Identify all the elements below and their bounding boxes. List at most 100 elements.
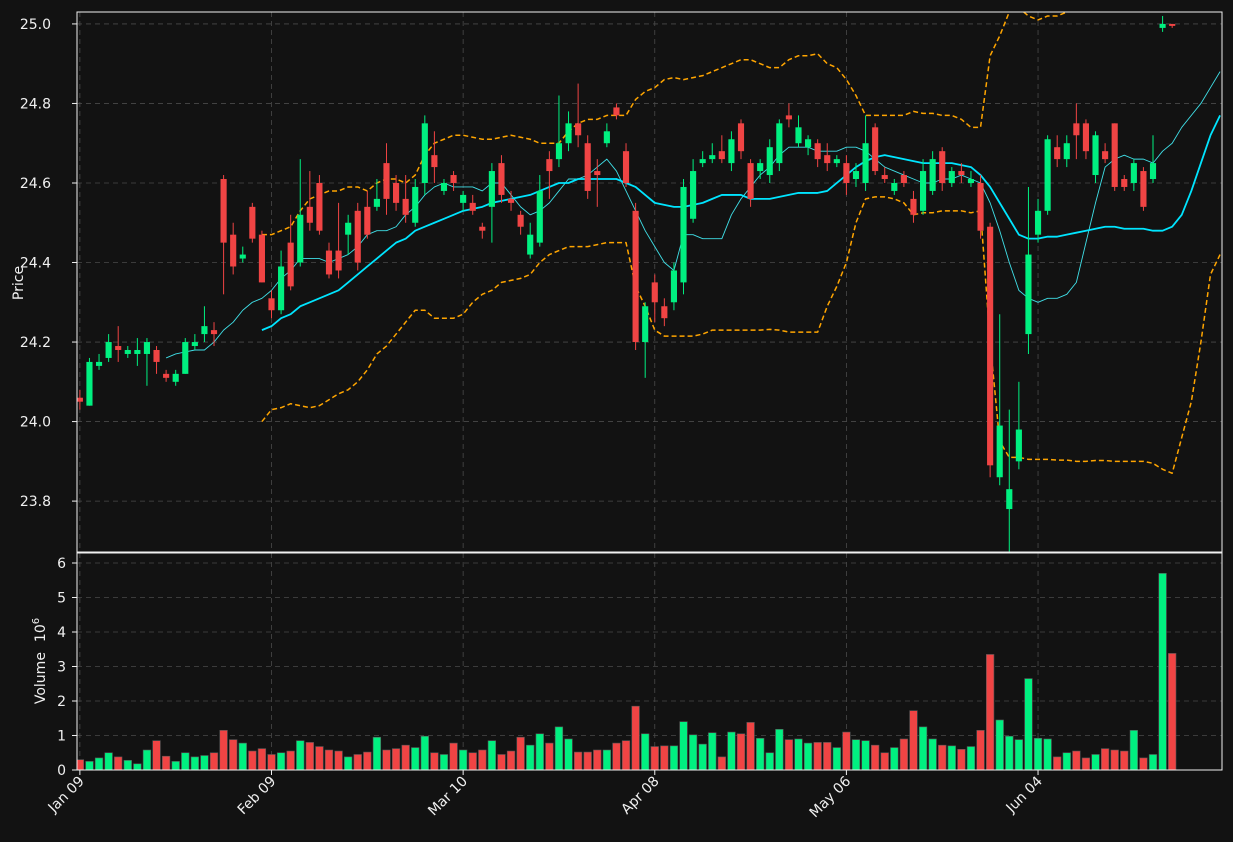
candle-body <box>354 210 361 263</box>
candle-body <box>690 171 697 219</box>
volume-bar <box>363 751 372 770</box>
volume-bar <box>94 757 104 770</box>
volume-bar <box>161 755 171 770</box>
candle-body <box>507 198 515 203</box>
volume-bar <box>526 744 535 770</box>
candle-body <box>230 234 237 267</box>
volume-bar <box>1091 754 1100 770</box>
candle-body <box>335 250 342 271</box>
candle-body <box>728 139 735 164</box>
candle-body <box>1034 210 1042 235</box>
candle-body <box>661 306 668 319</box>
candle-body <box>498 163 505 195</box>
volume-bar <box>411 747 420 770</box>
volume-bar <box>660 745 669 770</box>
candle-body <box>383 163 390 199</box>
candle-body <box>1111 123 1118 187</box>
candle-body <box>249 206 256 239</box>
candle-body <box>967 179 975 183</box>
volume-tick-label: 5 <box>57 591 66 607</box>
candle-body <box>105 342 112 358</box>
volume-tick-label: 0 <box>57 763 66 779</box>
volume-bar <box>420 735 429 770</box>
candle-body <box>987 226 994 466</box>
candle-body <box>393 182 400 203</box>
volume-bar <box>248 750 257 770</box>
candle-body <box>1102 151 1109 160</box>
volume-bar <box>832 747 841 770</box>
volume-bar <box>641 733 650 770</box>
candle-body <box>996 425 1003 478</box>
volume-bar <box>1072 750 1081 770</box>
volume-bar <box>545 742 554 770</box>
candle-body <box>469 202 476 211</box>
price-tick-label: 24.8 <box>20 96 51 112</box>
volume-bar <box>736 733 746 770</box>
volume-bar <box>708 732 717 770</box>
candle-body <box>124 349 131 354</box>
candle-body <box>460 194 467 203</box>
volume-bar <box>679 721 688 770</box>
volume-bar <box>1014 739 1024 770</box>
volume-bar <box>688 734 698 770</box>
price-tick-label: 24.4 <box>20 256 51 272</box>
candle-body <box>709 155 716 160</box>
candle-body <box>939 151 946 183</box>
candle-body <box>737 123 745 152</box>
candle-body <box>1159 23 1166 28</box>
volume-bar <box>909 710 918 770</box>
volume-frame <box>76 552 1223 771</box>
candle-body <box>134 349 141 354</box>
candle-body <box>1006 489 1013 510</box>
candle-body <box>1092 135 1099 176</box>
candle-body <box>239 254 246 259</box>
candle-body <box>517 214 524 227</box>
volume-bar <box>267 754 276 770</box>
candle-body <box>421 123 428 183</box>
volume-bar <box>305 742 314 770</box>
price-frame <box>76 11 1223 553</box>
volume-bar <box>1053 756 1062 770</box>
candle-body <box>325 250 333 275</box>
candle-body <box>402 198 409 215</box>
volume-bar <box>1005 735 1014 770</box>
candle-body <box>843 163 850 183</box>
candle-body <box>776 123 783 164</box>
candle-body <box>622 151 630 183</box>
candle-body <box>182 342 189 374</box>
volume-bar <box>1033 737 1043 770</box>
volume-bar <box>698 743 707 770</box>
volume-bar <box>353 754 362 770</box>
candle-body <box>948 171 955 183</box>
candle-body <box>316 182 323 231</box>
candle-body <box>115 346 122 350</box>
candle-body <box>852 171 860 180</box>
candle-body <box>632 210 639 343</box>
candle-body <box>1073 123 1080 136</box>
indicator-line <box>261 12 1069 236</box>
volume-bar <box>1100 748 1110 770</box>
candle-body <box>1082 123 1090 152</box>
volume-bar <box>669 745 679 770</box>
candle-body <box>747 163 754 199</box>
volume-bar <box>717 756 726 770</box>
candle-body <box>364 206 371 235</box>
volume-bar <box>77 759 85 770</box>
volume-bar <box>209 752 219 770</box>
candle-body <box>642 306 649 343</box>
candle-body <box>172 373 179 382</box>
candle-body <box>431 155 438 168</box>
indicator-line <box>165 71 1221 359</box>
candle-body <box>1044 139 1051 211</box>
volume-bar <box>612 742 621 770</box>
volume-bar <box>947 745 956 770</box>
candle-body <box>450 175 457 183</box>
candle-body <box>872 127 879 172</box>
volume-bar <box>938 744 947 770</box>
candle-body <box>670 270 677 303</box>
volume-bar <box>842 731 851 770</box>
price-tick-label: 23.8 <box>20 494 51 510</box>
volume-bar <box>229 739 238 770</box>
